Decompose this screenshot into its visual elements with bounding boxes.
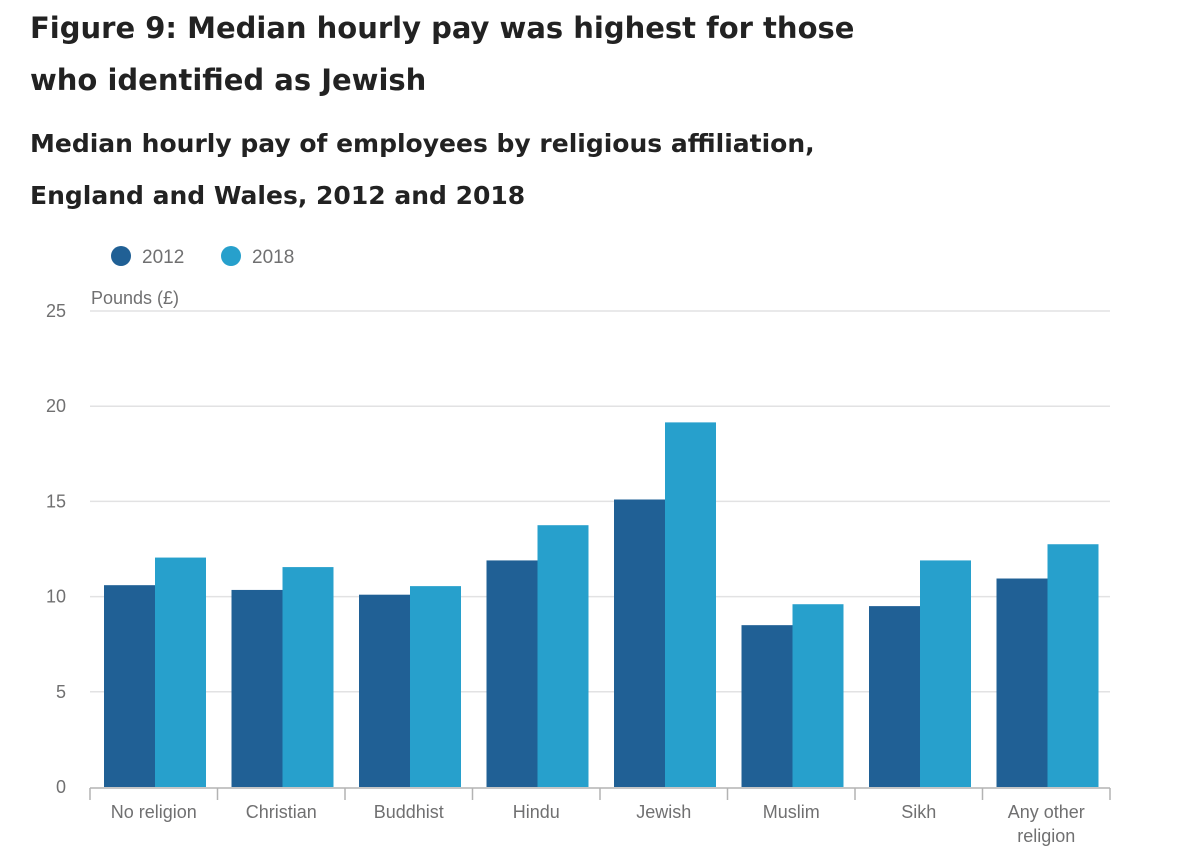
- x-tick-label-hindu: Hindu: [513, 802, 560, 822]
- legend-label-2018: 2018: [252, 247, 294, 268]
- legend-swatch-2018: [221, 246, 241, 266]
- bar-2018-muslim[interactable]: [792, 604, 844, 787]
- y-axis-ticks: 0 5 10 15 20 25: [46, 301, 66, 797]
- legend-item-2012[interactable]: 2012: [111, 246, 184, 268]
- y-tick-label-0: 0: [56, 777, 66, 797]
- legend-swatch-2012: [111, 246, 131, 266]
- x-tick-label-no-religion: No religion: [111, 802, 197, 822]
- x-tick-label-any-other-religion: Any other religion: [1008, 802, 1085, 846]
- bar-2018-sikh[interactable]: [920, 560, 971, 787]
- bar-2012-sikh[interactable]: [869, 606, 920, 787]
- x-tick-label-muslim: Muslim: [763, 802, 820, 822]
- bars: [104, 422, 1099, 787]
- bar-2018-any-other-religion[interactable]: [1047, 544, 1099, 787]
- bar-2018-buddhist[interactable]: [410, 586, 461, 787]
- bar-2018-no-religion[interactable]: [155, 557, 206, 787]
- chart-title: Figure 9: Median hourly pay was highest …: [30, 11, 855, 97]
- bar-2012-any-other-religion[interactable]: [996, 578, 1048, 787]
- y-tick-label-5: 5: [56, 682, 66, 702]
- bar-2018-hindu[interactable]: [537, 525, 589, 787]
- bar-2012-no-religion[interactable]: [104, 585, 155, 787]
- x-axis: No religion Christian Buddhist Hindu Jewish M…: [89, 787, 1111, 846]
- legend-label-2012: 2012: [142, 247, 184, 268]
- x-tick-label-jewish: Jewish: [636, 802, 691, 822]
- legend: 2012 2018: [111, 246, 294, 268]
- bar-2012-jewish[interactable]: [614, 499, 665, 787]
- bar-2012-christian[interactable]: [231, 589, 283, 787]
- x-tick-label-sikh: Sikh: [901, 802, 936, 822]
- bar-2018-christian[interactable]: [282, 567, 334, 787]
- y-tick-label-15: 15: [46, 491, 66, 511]
- y-axis-label: Pounds (£): [91, 288, 179, 308]
- bar-2018-jewish[interactable]: [665, 422, 716, 787]
- legend-item-2018[interactable]: 2018: [221, 246, 294, 268]
- x-tick-label-buddhist: Buddhist: [374, 802, 444, 822]
- chart-subtitle: Median hourly pay of employees by religi…: [30, 129, 815, 210]
- bar-2012-muslim[interactable]: [741, 625, 793, 787]
- bar-2012-buddhist[interactable]: [359, 594, 410, 787]
- bar-2012-hindu[interactable]: [486, 560, 538, 787]
- x-tick-label-christian: Christian: [246, 802, 317, 822]
- y-tick-label-25: 25: [46, 301, 66, 321]
- y-tick-label-20: 20: [46, 396, 66, 416]
- y-tick-label-10: 10: [46, 587, 66, 607]
